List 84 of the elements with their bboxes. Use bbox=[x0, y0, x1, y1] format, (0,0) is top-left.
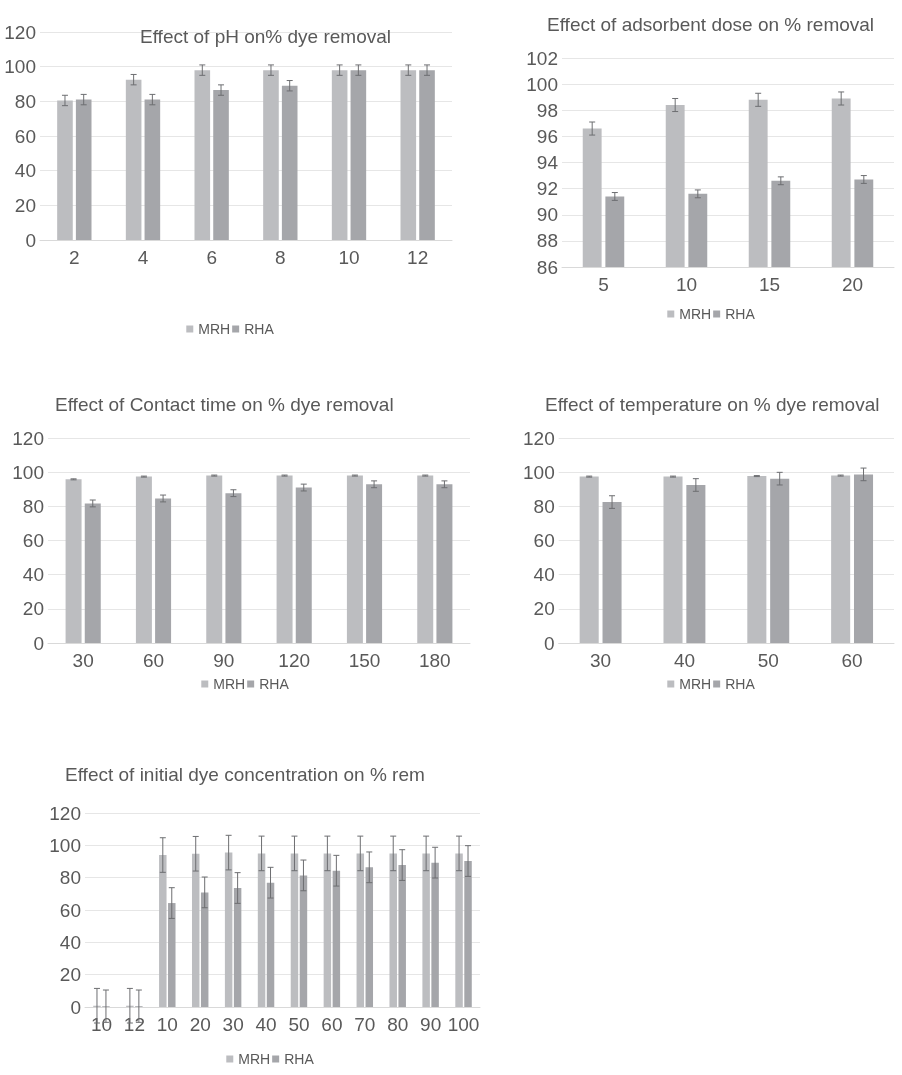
chart-title: Effect of temperature on % dye removal bbox=[545, 394, 880, 415]
x-tick-label: 10 bbox=[675, 274, 698, 295]
x-tick-label: 90 bbox=[420, 1014, 442, 1035]
chart-title: Effect of Contact time on % dye removal bbox=[55, 394, 394, 415]
x-tick-label: 12 bbox=[407, 247, 429, 268]
legend-label: MRH bbox=[679, 306, 712, 322]
y-tick-label: 120 bbox=[12, 427, 44, 449]
x-tick-label: 8 bbox=[275, 247, 286, 268]
y-tick-label: 0 bbox=[25, 229, 36, 251]
legend-label: MRH bbox=[213, 676, 246, 692]
x-tick-label: 60 bbox=[142, 650, 165, 671]
legend-label: MRH bbox=[679, 676, 712, 692]
x-tick-label: 10 bbox=[90, 1014, 113, 1035]
x-tick-label: 40 bbox=[673, 650, 696, 671]
x-tick-label: 60 bbox=[321, 1014, 343, 1035]
chart-title: Effect of pH on% dye removal bbox=[140, 26, 391, 47]
x-tick-label: 6 bbox=[206, 247, 217, 268]
y-tick-label: 88 bbox=[536, 230, 558, 252]
y-tick-label: 80 bbox=[14, 90, 36, 112]
y-tick-label: 80 bbox=[533, 495, 555, 517]
y-tick-label: 100 bbox=[4, 56, 36, 78]
x-tick-label: 30 bbox=[590, 650, 612, 671]
x-tick-label: 150 bbox=[348, 650, 381, 671]
y-tick-label: 60 bbox=[14, 125, 36, 147]
x-tick-label: 90 bbox=[213, 650, 235, 671]
x-tick-label: 50 bbox=[757, 650, 779, 671]
y-tick-label: 100 bbox=[523, 461, 555, 483]
y-tick-label: 90 bbox=[536, 204, 558, 226]
y-tick-label: 40 bbox=[14, 160, 36, 182]
x-tick-label: 15 bbox=[758, 274, 781, 295]
x-tick-label: 5 bbox=[598, 274, 609, 295]
y-tick-label: 0 bbox=[70, 996, 81, 1018]
x-tick-label: 180 bbox=[418, 650, 451, 671]
legend-label: MRH bbox=[198, 321, 231, 337]
y-tick-label: 20 bbox=[14, 194, 36, 216]
y-tick-label: 100 bbox=[49, 834, 81, 856]
y-tick-label: 0 bbox=[33, 632, 44, 654]
y-tick-label: 94 bbox=[536, 152, 559, 173]
y-tick-label: 100 bbox=[526, 73, 558, 95]
x-tick-label: 30 bbox=[72, 650, 94, 671]
y-tick-label: 98 bbox=[536, 99, 558, 121]
chart-title: Effect of adsorbent dose on % removal bbox=[547, 14, 875, 35]
legend-label: RHA bbox=[284, 1051, 315, 1067]
y-tick-label: 20 bbox=[533, 598, 555, 620]
x-tick-label: 12 bbox=[123, 1014, 145, 1035]
legend-label: RHA bbox=[244, 321, 275, 337]
y-tick-label: 80 bbox=[59, 867, 81, 889]
y-tick-label: 120 bbox=[49, 802, 81, 824]
y-tick-label: 40 bbox=[59, 931, 81, 953]
y-tick-label: 86 bbox=[536, 256, 558, 278]
y-tick-label: 60 bbox=[533, 530, 555, 551]
x-tick-label: 2 bbox=[69, 247, 80, 268]
x-tick-label: 80 bbox=[387, 1014, 409, 1035]
x-tick-label: 50 bbox=[288, 1014, 310, 1035]
x-tick-label: 30 bbox=[222, 1014, 244, 1035]
x-tick-label: 120 bbox=[278, 650, 311, 671]
x-tick-label: 40 bbox=[255, 1014, 277, 1035]
x-tick-label: 20 bbox=[841, 274, 864, 295]
y-tick-label: 40 bbox=[533, 564, 555, 586]
y-tick-label: 0 bbox=[544, 632, 555, 654]
x-tick-label: 70 bbox=[354, 1014, 376, 1035]
x-tick-label: 4 bbox=[137, 247, 149, 268]
y-tick-label: 92 bbox=[536, 178, 558, 200]
y-tick-label: 96 bbox=[536, 125, 558, 147]
x-tick-label: 60 bbox=[841, 650, 863, 671]
y-tick-label: 100 bbox=[12, 461, 44, 483]
y-tick-label: 40 bbox=[22, 564, 44, 586]
y-tick-label: 102 bbox=[526, 47, 558, 69]
y-tick-label: 60 bbox=[59, 899, 81, 921]
legend-label: RHA bbox=[725, 676, 756, 692]
chart-title: Effect of initial dye concentration on % rem bbox=[65, 764, 425, 785]
legend-label: RHA bbox=[259, 676, 290, 692]
y-tick-label: 60 bbox=[22, 530, 44, 551]
x-tick-label: 10 bbox=[338, 247, 360, 268]
legend-label: MRH bbox=[238, 1051, 271, 1067]
y-tick-label: 20 bbox=[59, 964, 81, 986]
x-tick-label: 100 bbox=[447, 1014, 480, 1035]
y-tick-label: 120 bbox=[4, 21, 36, 43]
x-tick-label: 20 bbox=[189, 1014, 211, 1035]
y-tick-label: 80 bbox=[22, 495, 44, 517]
legend-label: RHA bbox=[725, 306, 756, 322]
y-tick-label: 20 bbox=[22, 598, 44, 620]
x-tick-label: 10 bbox=[156, 1014, 178, 1035]
y-tick-label: 120 bbox=[523, 427, 555, 449]
